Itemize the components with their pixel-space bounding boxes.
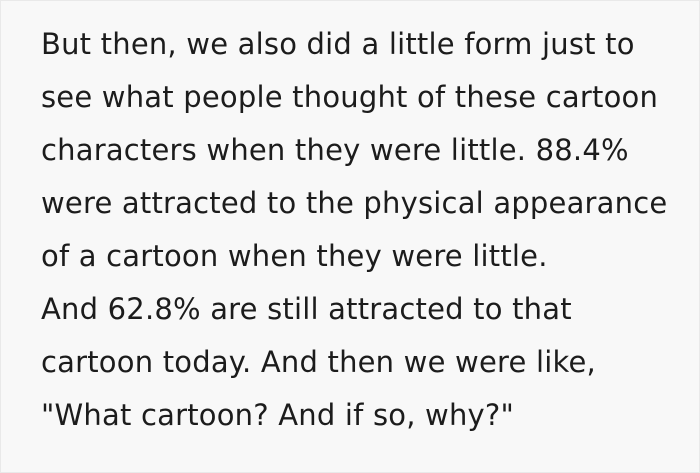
- quote-line: were attracted to the physical appearanc…: [41, 186, 668, 220]
- quote-line: And 62.8% are still attracted to that: [41, 292, 572, 326]
- quote-line: characters when they were little. 88.4%: [41, 133, 629, 167]
- quote-line: "What cartoon? And if so, why?": [41, 398, 515, 432]
- quote-line: But then, we also did a little form just…: [41, 27, 635, 61]
- quote-line: cartoon today. And then we were like,: [41, 345, 596, 379]
- quote-line: of a cartoon when they were little.: [41, 239, 548, 273]
- quote-line: see what people thought of these cartoon: [41, 80, 659, 114]
